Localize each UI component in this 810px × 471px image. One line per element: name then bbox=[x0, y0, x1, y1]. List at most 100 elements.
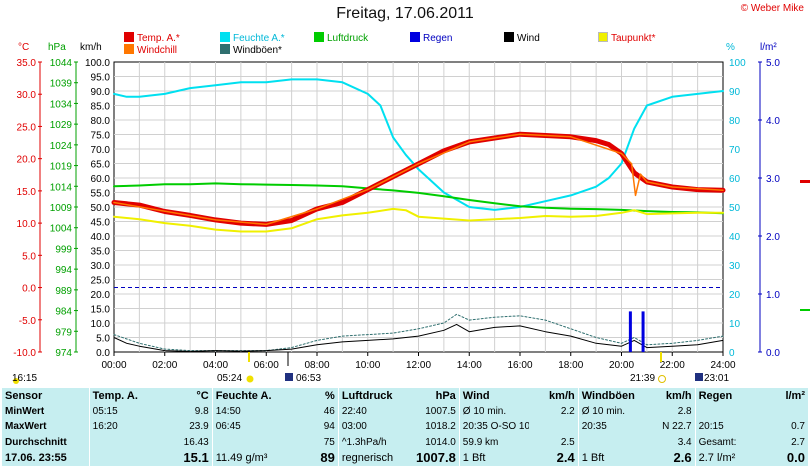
temp-tick-label: 30.0 bbox=[17, 90, 37, 101]
humidity-tick-label: 0 bbox=[729, 348, 735, 359]
table-cell: 2.5 bbox=[560, 436, 575, 448]
sun-icon bbox=[13, 378, 19, 384]
wind-unit: km/h bbox=[80, 42, 102, 53]
table-cell: N 22.7 bbox=[662, 421, 692, 433]
table-cell: 59.9 km bbox=[458, 434, 530, 450]
temp-tick-label: -5.0 bbox=[19, 316, 37, 327]
table-row: MinWert 05:15 9.8 14:50 46 22:40 1007.5 Ø 10 mi… bbox=[2, 403, 808, 420]
table-row: Durchschnitt 16.43 75 ^1.3hPa/h 1014.0 59.9 k… bbox=[2, 434, 808, 450]
table-cell: 20:35 O-SO 10.8 bbox=[458, 419, 530, 435]
legend-rain: Regen bbox=[410, 32, 452, 44]
series-line-taupunkt bbox=[113, 207, 724, 233]
table-cell: 06:45 bbox=[211, 419, 295, 435]
rain-bar bbox=[628, 311, 632, 352]
table-header-cell: l/m² bbox=[785, 389, 805, 402]
table-cell: Ø 10 min. bbox=[458, 403, 530, 419]
table-cell bbox=[759, 404, 808, 420]
table-header-cell: °C bbox=[196, 389, 209, 402]
table-cell: 14:50 bbox=[211, 403, 295, 419]
table-cell: 16:20 bbox=[88, 419, 149, 435]
wind-tick-label: 20.0 bbox=[91, 290, 111, 301]
legend-wind: Wind bbox=[504, 32, 540, 44]
series-line-wind bbox=[113, 323, 724, 352]
table-cell: 05:15 bbox=[88, 403, 149, 419]
pressure-tick-label: 1034 bbox=[50, 99, 73, 110]
sunrise-label: 05:24 bbox=[217, 373, 243, 384]
temp-tick-label: 0.0 bbox=[22, 284, 36, 295]
pressure-tick-label: 1014 bbox=[50, 182, 73, 193]
temp-tick-label: 20.0 bbox=[17, 155, 37, 166]
table-cell: 46 bbox=[323, 405, 335, 417]
wind-tick-label: 30.0 bbox=[91, 261, 111, 272]
table-cell: 89 bbox=[320, 450, 335, 466]
table-cell bbox=[694, 403, 759, 419]
table-cell: Ø 10 min. bbox=[577, 403, 648, 419]
wind-tick-label: 45.0 bbox=[91, 218, 111, 229]
humidity-tick-label: 70 bbox=[729, 145, 741, 156]
table-cell: 16.43 bbox=[183, 436, 209, 448]
table-cell bbox=[88, 450, 149, 466]
rain-tick-label: 0.0 bbox=[766, 348, 780, 359]
rain-tick-label: 3.0 bbox=[766, 174, 780, 185]
series-line-luftdruck bbox=[113, 182, 724, 215]
table-cell: regnerisch bbox=[337, 450, 411, 466]
legend-humidity: Feuchte A.* bbox=[220, 32, 285, 44]
pressure-tick-label: 1004 bbox=[50, 224, 73, 235]
table-cell: 3.4 bbox=[677, 436, 692, 448]
pressure-tick-label: 1009 bbox=[50, 203, 73, 214]
table-cell: 20:35 bbox=[577, 419, 648, 435]
table-header-cell: % bbox=[325, 389, 335, 402]
table-row: MaxWert 16:20 23.9 06:45 94 03:00 1018.2 20:35 … bbox=[2, 419, 808, 435]
humidity-tick-label: 60 bbox=[729, 174, 741, 185]
wind-tick-label: 95.0 bbox=[91, 73, 111, 84]
wind-tick-label: 90.0 bbox=[91, 87, 111, 98]
chart-title: Freitag, 17.06.2011 bbox=[336, 5, 474, 22]
wind-tick-label: 5.0 bbox=[96, 334, 110, 345]
table-cell: 2.6 bbox=[673, 450, 692, 466]
table-header-cell: Wind bbox=[458, 388, 530, 404]
wind-tick-label: 35.0 bbox=[91, 247, 111, 258]
x-tick-label: 10:00 bbox=[355, 360, 380, 371]
moonrise-label: 06:53 bbox=[296, 373, 322, 384]
wind-tick-label: 70.0 bbox=[91, 145, 111, 156]
rain-tick-label: 4.0 bbox=[766, 116, 780, 127]
x-tick-label: 20:00 bbox=[609, 360, 634, 371]
x-tick-label: 12:00 bbox=[406, 360, 431, 371]
wind-tick-label: 80.0 bbox=[91, 116, 111, 127]
moonset-moon-icon bbox=[695, 373, 703, 381]
pressure-tick-label: 984 bbox=[55, 307, 72, 318]
table-header-cell: km/h bbox=[549, 389, 575, 402]
temp-tick-label: -10.0 bbox=[13, 348, 36, 359]
x-tick-label: 04:00 bbox=[203, 360, 228, 371]
moonset-label: 23:01 bbox=[704, 373, 730, 384]
humidity-unit: % bbox=[726, 42, 735, 53]
x-tick-label: 18:00 bbox=[558, 360, 583, 371]
sunset-sun-icon bbox=[658, 375, 666, 383]
moonrise-moon-icon bbox=[285, 373, 293, 381]
table-cell: 11.49 g/m³ bbox=[211, 450, 295, 466]
table-cell: 2.7 bbox=[791, 436, 805, 448]
humidity-tick-label: 100 bbox=[729, 58, 746, 69]
legend-windchill: Windchill bbox=[124, 44, 177, 56]
humidity-tick-label: 30 bbox=[729, 261, 741, 272]
table-cell: ^1.3hPa/h bbox=[337, 434, 411, 450]
table-cell: 2.2 bbox=[560, 405, 575, 417]
table-cell: 17.06. 23:55 bbox=[5, 451, 67, 464]
pressure-tick-label: 1039 bbox=[50, 79, 73, 90]
table-cell: 0.7 bbox=[791, 421, 805, 433]
series-line-windchill bbox=[113, 133, 724, 226]
table-cell: 1007.8 bbox=[416, 450, 456, 466]
table-header-cell: km/h bbox=[665, 389, 692, 402]
wind-tick-label: 60.0 bbox=[91, 174, 111, 185]
pressure-tick-label: 1029 bbox=[50, 120, 73, 131]
table-row: 17.06. 23:55 15.1 11.49 g/m³ 89 regnerisch 10… bbox=[2, 450, 808, 466]
pressure-tick-label: 979 bbox=[55, 327, 72, 338]
copyright-label: © Weber Mike bbox=[740, 3, 804, 14]
table-header-cell: Luftdruck bbox=[337, 388, 411, 404]
table-header-cell: Feuchte A. bbox=[211, 388, 295, 404]
table-header-cell: Sensor bbox=[5, 389, 43, 402]
table-cell: 23.9 bbox=[189, 421, 209, 433]
table-cell: Durchschnitt bbox=[5, 436, 67, 448]
temp-tick-label: 10.0 bbox=[17, 219, 37, 230]
rain-tick-label: 2.0 bbox=[766, 232, 780, 243]
